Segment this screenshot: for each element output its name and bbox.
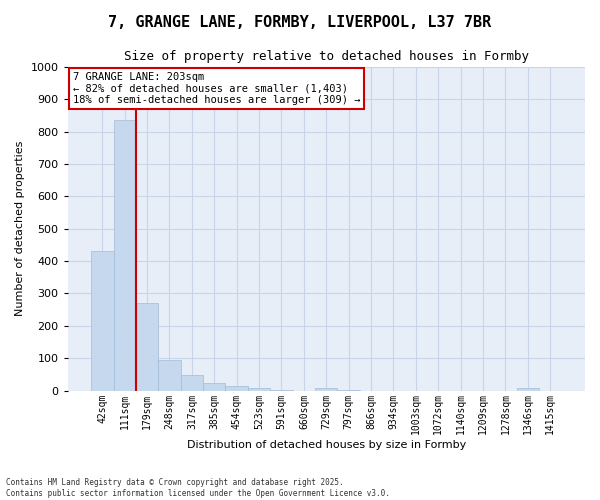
Bar <box>113 120 136 390</box>
Bar <box>248 388 270 390</box>
Bar <box>226 386 248 390</box>
Bar <box>181 376 203 390</box>
Y-axis label: Number of detached properties: Number of detached properties <box>15 141 25 316</box>
Title: Size of property relative to detached houses in Formby: Size of property relative to detached ho… <box>124 50 529 63</box>
Bar <box>136 303 158 390</box>
Bar <box>91 252 113 390</box>
Text: 7 GRANGE LANE: 203sqm
← 82% of detached houses are smaller (1,403)
18% of semi-d: 7 GRANGE LANE: 203sqm ← 82% of detached … <box>73 72 360 105</box>
Bar <box>203 384 226 390</box>
Bar <box>315 388 337 390</box>
X-axis label: Distribution of detached houses by size in Formby: Distribution of detached houses by size … <box>187 440 466 450</box>
Bar <box>517 388 539 390</box>
Text: 7, GRANGE LANE, FORMBY, LIVERPOOL, L37 7BR: 7, GRANGE LANE, FORMBY, LIVERPOOL, L37 7… <box>109 15 491 30</box>
Text: Contains HM Land Registry data © Crown copyright and database right 2025.
Contai: Contains HM Land Registry data © Crown c… <box>6 478 390 498</box>
Bar <box>158 360 181 390</box>
